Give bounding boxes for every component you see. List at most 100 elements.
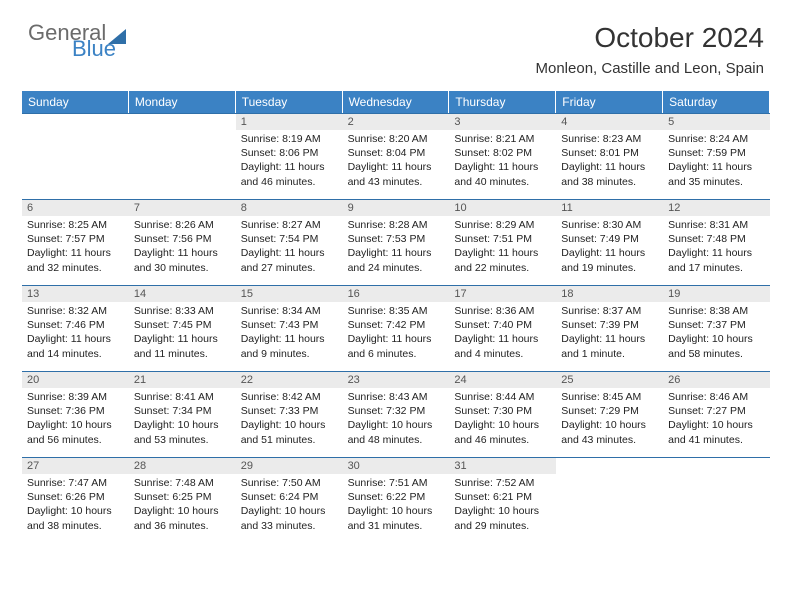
calendar-cell-10: 10Sunrise: 8:29 AMSunset: 7:51 PMDayligh…: [449, 199, 556, 285]
sunrise-text: Sunrise: 8:27 AM: [241, 218, 338, 232]
calendar-cell-14: 14Sunrise: 8:33 AMSunset: 7:45 PMDayligh…: [129, 285, 236, 371]
day-data: Sunrise: 8:39 AMSunset: 7:36 PMDaylight:…: [22, 388, 129, 451]
day-number: 18: [556, 286, 663, 302]
day-data: Sunrise: 8:25 AMSunset: 7:57 PMDaylight:…: [22, 216, 129, 279]
sunrise-text: Sunrise: 8:36 AM: [454, 304, 551, 318]
day-data: Sunrise: 8:30 AMSunset: 7:49 PMDaylight:…: [556, 216, 663, 279]
sunset-text: Sunset: 6:26 PM: [27, 490, 124, 504]
day-number: 10: [449, 200, 556, 216]
calendar-cell-17: 17Sunrise: 8:36 AMSunset: 7:40 PMDayligh…: [449, 285, 556, 371]
day-data: Sunrise: 7:52 AMSunset: 6:21 PMDaylight:…: [449, 474, 556, 537]
sunrise-text: Sunrise: 8:37 AM: [561, 304, 658, 318]
daylight-text: Daylight: 11 hours and 17 minutes.: [668, 246, 765, 274]
day-number: 9: [343, 200, 450, 216]
calendar-cell-11: 11Sunrise: 8:30 AMSunset: 7:49 PMDayligh…: [556, 199, 663, 285]
month-title: October 2024: [536, 22, 765, 54]
sunrise-text: Sunrise: 7:50 AM: [241, 476, 338, 490]
daylight-text: Daylight: 11 hours and 27 minutes.: [241, 246, 338, 274]
sunset-text: Sunset: 6:22 PM: [348, 490, 445, 504]
sunset-text: Sunset: 7:37 PM: [668, 318, 765, 332]
day-data: Sunrise: 8:26 AMSunset: 7:56 PMDaylight:…: [129, 216, 236, 279]
calendar-cell-3: 3Sunrise: 8:21 AMSunset: 8:02 PMDaylight…: [449, 113, 556, 199]
day-data: Sunrise: 8:36 AMSunset: 7:40 PMDaylight:…: [449, 302, 556, 365]
sunset-text: Sunset: 7:57 PM: [27, 232, 124, 246]
daylight-text: Daylight: 11 hours and 19 minutes.: [561, 246, 658, 274]
sunset-text: Sunset: 6:21 PM: [454, 490, 551, 504]
daylight-text: Daylight: 10 hours and 53 minutes.: [134, 418, 231, 446]
sunset-text: Sunset: 7:34 PM: [134, 404, 231, 418]
daylight-text: Daylight: 10 hours and 51 minutes.: [241, 418, 338, 446]
daylight-text: Daylight: 11 hours and 40 minutes.: [454, 160, 551, 188]
daylight-text: Daylight: 11 hours and 11 minutes.: [134, 332, 231, 360]
sunset-text: Sunset: 7:53 PM: [348, 232, 445, 246]
daylight-text: Daylight: 11 hours and 14 minutes.: [27, 332, 124, 360]
daylight-text: Daylight: 10 hours and 38 minutes.: [27, 504, 124, 532]
day-number: 13: [22, 286, 129, 302]
day-data: Sunrise: 8:37 AMSunset: 7:39 PMDaylight:…: [556, 302, 663, 365]
day-data: Sunrise: 7:50 AMSunset: 6:24 PMDaylight:…: [236, 474, 343, 537]
sunrise-text: Sunrise: 8:34 AM: [241, 304, 338, 318]
header: General Blue October 2024 Monleon, Casti…: [0, 0, 792, 83]
daylight-text: Daylight: 10 hours and 56 minutes.: [27, 418, 124, 446]
day-data: Sunrise: 8:33 AMSunset: 7:45 PMDaylight:…: [129, 302, 236, 365]
day-number: 30: [343, 458, 450, 474]
sunrise-text: Sunrise: 8:20 AM: [348, 132, 445, 146]
sunrise-text: Sunrise: 7:48 AM: [134, 476, 231, 490]
sunset-text: Sunset: 7:46 PM: [27, 318, 124, 332]
daylight-text: Daylight: 11 hours and 46 minutes.: [241, 160, 338, 188]
day-number: 27: [22, 458, 129, 474]
calendar-cell-27: 27Sunrise: 7:47 AMSunset: 6:26 PMDayligh…: [22, 457, 129, 543]
day-data: Sunrise: 8:45 AMSunset: 7:29 PMDaylight:…: [556, 388, 663, 451]
day-header-thursday: Thursday: [449, 91, 556, 113]
daylight-text: Daylight: 10 hours and 48 minutes.: [348, 418, 445, 446]
calendar-cell-empty: [129, 113, 236, 199]
sunset-text: Sunset: 7:43 PM: [241, 318, 338, 332]
calendar-cell-8: 8Sunrise: 8:27 AMSunset: 7:54 PMDaylight…: [236, 199, 343, 285]
day-data: Sunrise: 8:43 AMSunset: 7:32 PMDaylight:…: [343, 388, 450, 451]
calendar-cell-empty: [22, 113, 129, 199]
sunset-text: Sunset: 7:27 PM: [668, 404, 765, 418]
day-number: 26: [663, 372, 770, 388]
sunset-text: Sunset: 7:30 PM: [454, 404, 551, 418]
sunset-text: Sunset: 7:48 PM: [668, 232, 765, 246]
day-data: Sunrise: 8:41 AMSunset: 7:34 PMDaylight:…: [129, 388, 236, 451]
day-data: Sunrise: 8:38 AMSunset: 7:37 PMDaylight:…: [663, 302, 770, 365]
day-number: 8: [236, 200, 343, 216]
sunrise-text: Sunrise: 7:52 AM: [454, 476, 551, 490]
sunset-text: Sunset: 7:33 PM: [241, 404, 338, 418]
daylight-text: Daylight: 11 hours and 30 minutes.: [134, 246, 231, 274]
sunset-text: Sunset: 8:02 PM: [454, 146, 551, 160]
day-number: 23: [343, 372, 450, 388]
daylight-text: Daylight: 10 hours and 33 minutes.: [241, 504, 338, 532]
daylight-text: Daylight: 11 hours and 24 minutes.: [348, 246, 445, 274]
title-block: October 2024 Monleon, Castille and Leon,…: [536, 22, 765, 77]
calendar-cell-30: 30Sunrise: 7:51 AMSunset: 6:22 PMDayligh…: [343, 457, 450, 543]
sunset-text: Sunset: 6:25 PM: [134, 490, 231, 504]
day-header-friday: Friday: [556, 91, 663, 113]
sunrise-text: Sunrise: 8:29 AM: [454, 218, 551, 232]
daylight-text: Daylight: 11 hours and 1 minute.: [561, 332, 658, 360]
day-number: 11: [556, 200, 663, 216]
day-data: Sunrise: 8:20 AMSunset: 8:04 PMDaylight:…: [343, 130, 450, 193]
daylight-text: Daylight: 10 hours and 29 minutes.: [454, 504, 551, 532]
day-data: Sunrise: 8:42 AMSunset: 7:33 PMDaylight:…: [236, 388, 343, 451]
day-number: 21: [129, 372, 236, 388]
day-data: Sunrise: 8:31 AMSunset: 7:48 PMDaylight:…: [663, 216, 770, 279]
day-header-saturday: Saturday: [663, 91, 770, 113]
calendar-cell-1: 1Sunrise: 8:19 AMSunset: 8:06 PMDaylight…: [236, 113, 343, 199]
calendar-cell-21: 21Sunrise: 8:41 AMSunset: 7:34 PMDayligh…: [129, 371, 236, 457]
calendar-grid: SundayMondayTuesdayWednesdayThursdayFrid…: [22, 91, 770, 543]
sunset-text: Sunset: 7:29 PM: [561, 404, 658, 418]
sunrise-text: Sunrise: 8:33 AM: [134, 304, 231, 318]
day-number: 29: [236, 458, 343, 474]
sunset-text: Sunset: 8:04 PM: [348, 146, 445, 160]
daylight-text: Daylight: 10 hours and 58 minutes.: [668, 332, 765, 360]
calendar-cell-9: 9Sunrise: 8:28 AMSunset: 7:53 PMDaylight…: [343, 199, 450, 285]
day-header-wednesday: Wednesday: [343, 91, 450, 113]
calendar-cell-15: 15Sunrise: 8:34 AMSunset: 7:43 PMDayligh…: [236, 285, 343, 371]
day-number: 24: [449, 372, 556, 388]
day-number: 12: [663, 200, 770, 216]
calendar-cell-4: 4Sunrise: 8:23 AMSunset: 8:01 PMDaylight…: [556, 113, 663, 199]
sunrise-text: Sunrise: 8:39 AM: [27, 390, 124, 404]
calendar-cell-13: 13Sunrise: 8:32 AMSunset: 7:46 PMDayligh…: [22, 285, 129, 371]
